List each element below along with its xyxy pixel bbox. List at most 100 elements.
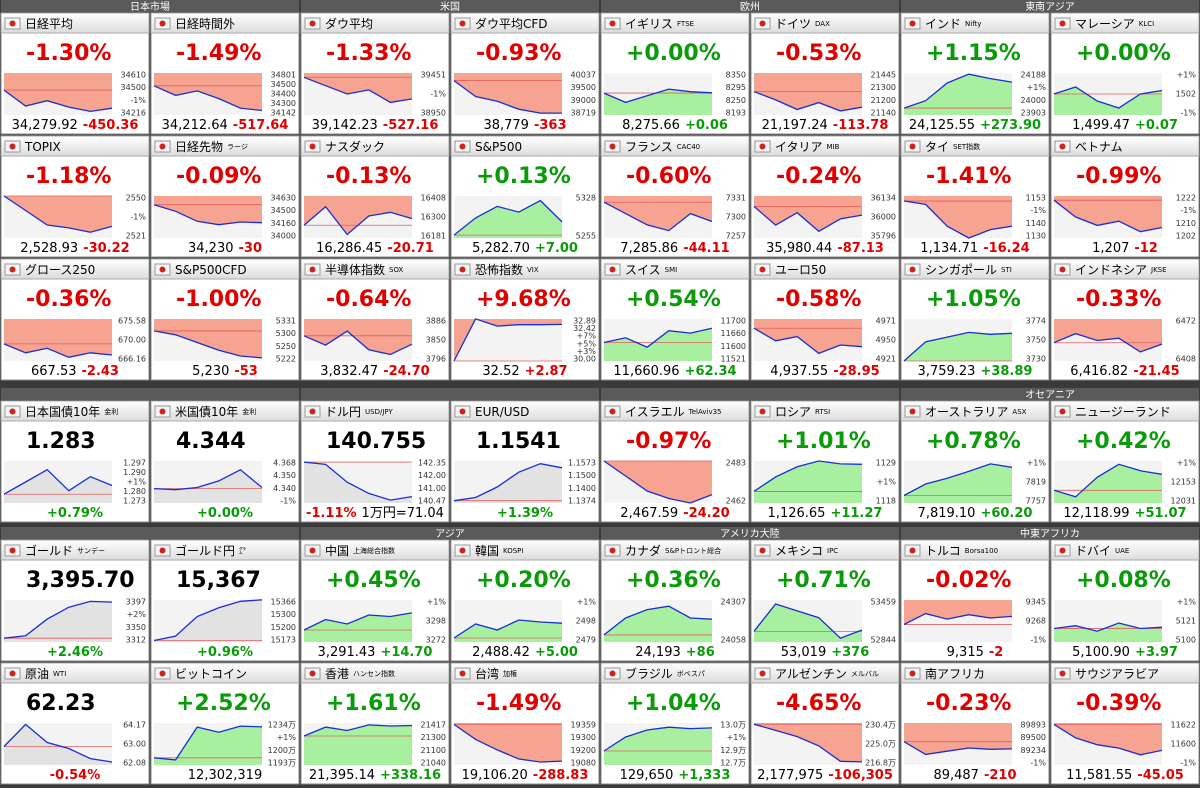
market-tile[interactable]: ニュージーランド +1% 12153 12031 +0.42% 12,118.99 +51.… xyxy=(1050,400,1200,523)
market-tile[interactable]: タイ SET指数 1153 -1% 1140 1130 -1.41% 1,134.71 -16.… xyxy=(900,135,1050,258)
name-bar xyxy=(900,258,1050,280)
footer: 38,779 -363 xyxy=(483,118,566,133)
name-bar xyxy=(750,135,900,157)
market-tile[interactable]: シンガポール STI 3774 3750 3730 +1.05% 3,759.23 +38.8… xyxy=(900,258,1050,381)
axis-label: 8350 xyxy=(726,71,746,80)
name: 日経平均 xyxy=(25,17,73,31)
market-tile[interactable]: 韓国 KOSPI +1% 2498 2479 +0.20% 2,488.42 +5.00 xyxy=(450,539,600,662)
tile-name: 中国 上海総合指数 xyxy=(325,543,395,558)
footer-item: -45.05 xyxy=(1137,768,1184,783)
headline: +0.42% xyxy=(1076,429,1171,454)
market-tile[interactable]: EUR/USD 1.1573 1.1500 1.1400 1.1374 1.1541 +1.… xyxy=(450,400,600,523)
market-tile[interactable]: インドネシア JKSE 6472 6408 -0.33% 6,416.82 -21.45 xyxy=(1050,258,1200,381)
name-bar xyxy=(600,662,750,684)
name-bar xyxy=(0,400,150,422)
code: サンデー xyxy=(77,546,105,555)
market-tile[interactable]: マレーシア KLCI +1% 1502 -1% +0.00% 1,499.47 +0.07 xyxy=(1050,12,1200,135)
code: 金利 xyxy=(242,407,256,416)
market-tile[interactable]: S&P500CFD 5331 5300 5250 5222 -1.00% 5,230 -53 xyxy=(150,258,300,381)
market-tile[interactable]: 中国 上海総合指数 +1% 3298 3272 +0.45% 3,291.43 +14.70 xyxy=(300,539,450,662)
footer-item: +60.20 xyxy=(980,506,1032,521)
market-tile[interactable]: サウジアラビア 11622 11600 -1% -0.39% 11,581.55 -45.0… xyxy=(1050,662,1200,785)
market-tile[interactable]: イタリア MIB 36134 36000 35796 -0.24% 35,980.44 -87… xyxy=(750,135,900,258)
footer-item: 2,488.42 xyxy=(472,645,530,660)
footer-item: +11.27 xyxy=(830,506,882,521)
market-tile[interactable]: 半導体指数 SOX 3886 3850 3796 -0.64% 3,832.47 -24.70 xyxy=(300,258,450,381)
axis-label: 11600 xyxy=(721,342,746,351)
market-tile[interactable]: 香港 ハンセン指数 21417 21300 21100 21040 +1.61% 21,395… xyxy=(300,662,450,785)
market-tile[interactable]: 日経先物 ラージ 34630 34500 34160 34000 -0.09% 34,230-… xyxy=(150,135,300,258)
code: DAX xyxy=(815,20,830,28)
name-bar xyxy=(0,539,150,561)
market-tile[interactable]: 米国債10年 金利 4.368 4.350 4.340 -1% 4.344 +0.00% xyxy=(150,400,300,523)
name: インドネシア xyxy=(1075,263,1147,277)
axis-label: 142.00 xyxy=(418,471,446,480)
market-tile[interactable]: ダウ平均CFD 40037 39500 39000 38719 -0.93% 38,779-… xyxy=(450,12,600,135)
footer-item: -113.78 xyxy=(833,118,889,133)
market-tile[interactable]: インド Nifty 24188 +1% 24000 23903 +1.15% 24,125.5… xyxy=(900,12,1050,135)
flag-dot xyxy=(459,20,466,27)
market-tile[interactable]: ナスダック 16408 16300 16181 -0.13% 16,286.45 -20.7… xyxy=(300,135,450,258)
market-tile[interactable]: ユーロ50 4971 4950 4921 -0.58% 4,937.55 -28.95 xyxy=(750,258,900,381)
market-tile[interactable]: ダウ平均 39451 -1% 38950 -1.33% 39,142.23 -527.16 xyxy=(300,12,450,135)
footer-item: 129,650 xyxy=(620,768,674,783)
spark-line xyxy=(753,460,863,492)
footer: 3,291.43 +14.70 xyxy=(318,645,433,660)
spark-line xyxy=(603,327,713,348)
footer-item: +2.87 xyxy=(525,364,568,379)
market-tile[interactable]: カナダ S&Pトロント総合 24307 24058 +0.36% 24,193 +86 xyxy=(600,539,750,662)
code: STI xyxy=(1001,266,1012,274)
area-fill xyxy=(154,73,262,111)
market-tile[interactable]: トルコ Borsa100 9345 9268 -1% -0.02% 9,315 -2 xyxy=(900,539,1050,662)
market-tile[interactable]: ビットコイン 1234万 +1% 1200万 1193万 +2.52% 12,302,319 xyxy=(150,662,300,785)
name: 台湾 xyxy=(475,666,499,681)
footer-item: 7,285.86 xyxy=(620,241,678,256)
name: ベトナム xyxy=(1075,140,1123,154)
market-tile[interactable]: 台湾 加権 19359 19300 19200 19080 -1.49% 19,106.20-… xyxy=(450,662,600,785)
market-tile[interactable]: 日経平均 34610 34500 -1% 34216 -1.30% 34,279.92 -45… xyxy=(0,12,150,135)
footer-item: -30.22 xyxy=(83,241,130,256)
tile-name: 米国債10年 金利 xyxy=(175,404,256,419)
market-tile[interactable]: TOPIX 2550 -1% 2521 -1.18% 2,528.93 -30.22 xyxy=(0,135,150,258)
market-tile[interactable]: ゴールド サンデー 3397 +2% 3350 3312 3,395.70 +2.46% xyxy=(0,539,150,662)
footer-item: +14.70 xyxy=(380,645,432,660)
market-tile[interactable]: アルゼンチン メルバル 230.4万 225.0万 216.8万 -4.65% 2,177,… xyxy=(750,662,900,785)
tile-name: インドネシア JKSE xyxy=(1075,263,1167,277)
market-tile[interactable]: イギリス FTSE 8350 8295 8250 8193 +0.00% 8,275.66 +0… xyxy=(600,12,750,135)
market-tile[interactable]: ロシア RTSI 1129 +1% 1118 +1.01% 1,126.65 +11.27 xyxy=(750,400,900,523)
tile-name: タイ SET指数 xyxy=(925,140,980,154)
name-bar xyxy=(900,12,1050,34)
market-tile[interactable]: 原油 WTI 64.17 63.00 62.08 62.23 -0.54% xyxy=(0,662,150,785)
market-tile[interactable]: グロース250 675.58 670.00 666.16 -0.36% 667.53 -2.… xyxy=(0,258,150,381)
axis-label: +3% xyxy=(577,347,597,356)
market-tile[interactable]: ブラジル ボベスパ 13.0万 +1% 12.9万 12.7万 +1.04% 129,650 +… xyxy=(600,662,750,785)
market-tile[interactable]: ベトナム 1222 -1% 1210 1202 -0.99% 1,207 -12 xyxy=(1050,135,1200,258)
footer: 21,395.14 +338.16 xyxy=(309,768,441,783)
market-tile[interactable]: メキシコ IPC 53459 52844 +0.71% 53,019 +376 xyxy=(750,539,900,662)
market-tile[interactable]: ドバイ UAE +1% 5121 5100 +0.08% 5,100.90 +3.97 xyxy=(1050,539,1200,662)
spark-line xyxy=(903,612,1013,626)
code: TelAviv35 xyxy=(688,408,722,416)
market-tile[interactable]: ドイツ DAX 21445 21300 21200 21140 -0.53% 21,197.2… xyxy=(750,12,900,135)
market-tile[interactable]: 南アフリカ 89893 89500 89234 -1% -0.23% 89,487 -210 xyxy=(900,662,1050,785)
name: ゴールド円 xyxy=(175,543,235,558)
axis-label: -1% xyxy=(1180,759,1196,768)
flag-dot xyxy=(159,266,166,273)
footer-item: 21,197.24 xyxy=(762,118,828,133)
flag-dot xyxy=(9,670,16,677)
market-tile[interactable]: フランス CAC40 7331 7300 7257 -0.60% 7,285.86 -44.1… xyxy=(600,135,750,258)
axis-label: 34142 xyxy=(271,109,296,118)
footer: -0.54% xyxy=(50,768,101,783)
market-tile[interactable]: イスラエル TelAviv35 2483 2462 -0.97% 2,467.59 -24.… xyxy=(600,400,750,523)
headline: -0.53% xyxy=(776,41,861,66)
market-tile[interactable]: S&P500 5328 5255 +0.13% 5,282.70 +7.00 xyxy=(450,135,600,258)
market-tile[interactable]: ドル円 USD/JPY 142.35 142.00 141.00 140.47 140.75… xyxy=(300,400,450,523)
name: 原油 xyxy=(25,667,49,681)
market-tile[interactable]: スイス SMI 11700 11660 11600 11521 +0.54% 11,660.9… xyxy=(600,258,750,381)
flag-dot xyxy=(9,408,16,415)
market-tile[interactable]: オーストラリア ASX +1% 7819 7757 +0.78% 7,819.10 +60.2… xyxy=(900,400,1050,523)
market-tile[interactable]: ゴールド円 ㌘ 15366 15300 15200 15173 15,367 +0.96% xyxy=(150,539,300,662)
